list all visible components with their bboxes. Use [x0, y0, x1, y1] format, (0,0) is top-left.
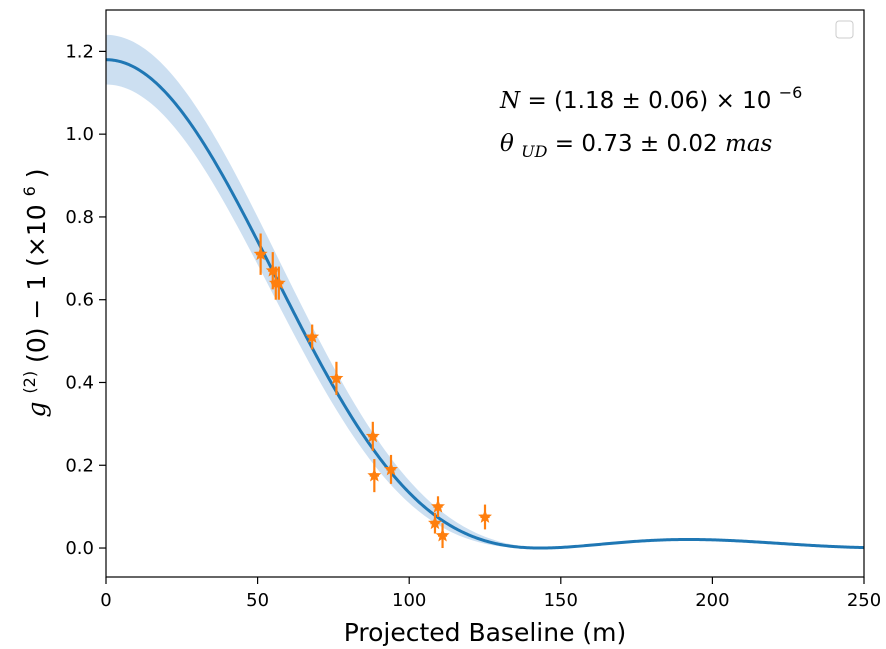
data-point	[253, 233, 268, 275]
data-point	[365, 421, 380, 451]
star-marker	[384, 462, 398, 476]
star-marker	[435, 528, 450, 542]
star-marker	[365, 428, 380, 443]
plot-frame	[105, 9, 865, 578]
star-marker	[367, 468, 382, 482]
y-axis-title-post: )	[22, 168, 51, 178]
y-axis-title-g: g	[22, 402, 51, 418]
y-axis-title: g (2) (0) − 1 (×10 6 )	[12, 168, 51, 417]
data-point	[431, 496, 445, 517]
model-curve	[105, 58, 865, 550]
data-point	[271, 266, 286, 300]
x-tick-label: 200	[695, 590, 729, 611]
x-tick-label: 50	[246, 590, 269, 611]
y-axis-title-sup: (2)	[20, 371, 39, 394]
data-point	[329, 361, 344, 395]
star-marker	[271, 275, 286, 290]
star-marker	[253, 246, 268, 261]
annotation-amplitude-var: N	[499, 88, 521, 114]
star-marker	[428, 515, 442, 530]
star-marker	[478, 509, 492, 523]
y-axis-title-mid: (0) − 1 (×10	[22, 204, 51, 363]
annotation-diameter: θ UD = 0.73 ± 0.02 mas	[500, 131, 773, 163]
legend-box	[835, 20, 854, 39]
x-axis-title: Projected Baseline (m)	[344, 618, 627, 647]
star-marker	[431, 499, 445, 513]
data-point	[428, 512, 442, 534]
annotation-amplitude: N = (1.18 ± 0.06) × 10 −6	[499, 83, 802, 114]
data-point	[435, 523, 450, 549]
y-tick-label: 1.2	[65, 41, 94, 62]
y-tick-label: 0.8	[65, 207, 94, 228]
star-marker	[265, 263, 280, 277]
star-marker	[329, 371, 344, 385]
x-tick-label: 250	[847, 590, 881, 611]
annotation-diameter-var: θ	[500, 131, 514, 157]
data-point	[478, 504, 492, 530]
x-tick-label: 0	[100, 590, 111, 611]
y-axis-title-sup2: 6	[20, 186, 39, 196]
x-ticks: 0 50 100 150 200 250	[100, 577, 881, 611]
data-point	[367, 459, 382, 493]
y-tick-label: 0.6	[65, 290, 94, 311]
y-tick-label: 0.2	[65, 455, 94, 476]
model-curve-layer	[105, 58, 865, 550]
annotation-diameter-text: = 0.73 ± 0.02	[555, 131, 725, 157]
y-tick-label: 0.4	[65, 372, 94, 393]
data-point	[305, 324, 320, 350]
y-tick-label: 0.0	[65, 538, 94, 559]
data-point	[384, 454, 398, 484]
y-tick-label: 1.0	[65, 124, 94, 145]
annotation-amplitude-exponent: −6	[779, 83, 803, 102]
annotation-diameter-unit: mas	[725, 131, 773, 157]
star-marker	[305, 329, 320, 343]
y-ticks: 0.0 0.2 0.4 0.6 0.8 1.0 1.2	[65, 41, 106, 559]
x-tick-label: 150	[544, 590, 578, 611]
data-points-layer	[253, 233, 492, 549]
annotation-amplitude-text: = (1.18 ± 0.06) × 10	[527, 88, 771, 114]
x-tick-label: 100	[392, 590, 426, 611]
annotation-diameter-subscript: UD	[521, 142, 547, 161]
